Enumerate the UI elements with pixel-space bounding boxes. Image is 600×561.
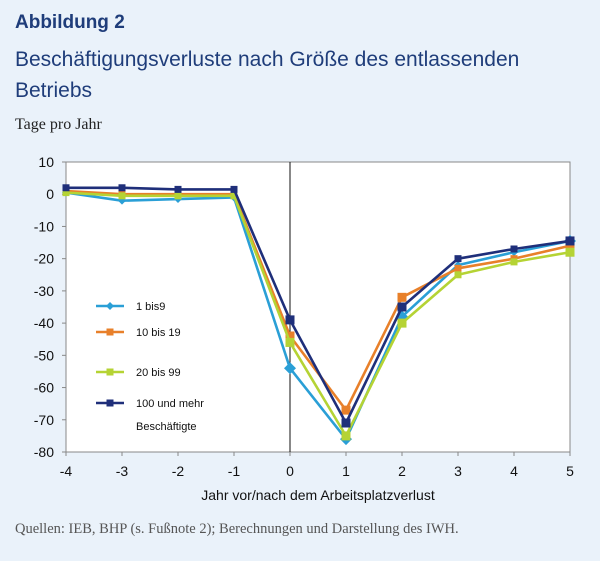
legend-label: 1 bis9 [136,301,165,313]
x-tick-label: 1 [342,463,350,479]
legend-label: 100 und mehr [136,398,204,410]
data-point [510,245,518,253]
legend-label: 20 bis 99 [136,367,181,379]
y-tick-label: 10 [38,154,54,170]
data-point [454,264,462,272]
legend-label: 10 bis 19 [136,327,181,339]
legend-item: 20 bis 99 [96,367,181,379]
data-point [230,185,238,193]
data-point [510,258,518,266]
data-point [118,184,126,192]
figure-label: Abbildung 2 [15,12,125,33]
y-tick-label: -80 [34,444,54,460]
legend-swatch-marker [106,302,114,310]
data-point [341,405,351,415]
data-point [284,362,296,375]
data-point [230,192,238,200]
x-tick-label: 5 [566,463,574,479]
data-point [285,337,295,347]
data-point [118,192,126,200]
y-tick-label: -50 [34,347,54,363]
series-line [65,191,571,441]
y-tick-label: -60 [34,380,54,396]
figure-subtitle: Tage pro Jahr [15,116,102,133]
line-chart: 100-10-20-30-40-50-60-70-80 -4 -3 -2 -1 0 1 2 3… [34,154,576,503]
data-point [397,318,407,328]
series-group [62,184,576,446]
chart: 10 0 -10 -20 -30 -40 -50 -60 -70 -80 -4 -3 -2 -1 0 1 2 3… [0,148,600,518]
x-tick-label: 4 [510,463,518,479]
series-3 [62,189,575,441]
y-tick-label: -30 [34,283,54,299]
legend-item: 10 bis 19 [96,327,181,339]
data-point [341,431,351,441]
legend-swatch-marker [106,328,114,336]
legend-swatch-marker [106,399,114,407]
series-4 [62,184,575,428]
data-point [285,315,295,325]
x-tick-label: 0 [286,463,294,479]
x-tick-label: 2 [398,463,406,479]
x-axis-title: Jahr vor/nach dem Arbeitsplatzverlust [201,487,435,503]
data-point [62,189,70,197]
series-line [66,186,571,425]
legend-item: 100 und mehr Beschäftigte [96,398,204,433]
x-tick-label: -4 [60,463,73,479]
data-point [174,192,182,200]
legend-label-line2: Beschäftigte [136,421,197,433]
x-tick-label: 3 [454,463,462,479]
y-tick-label: 0 [46,186,54,202]
data-point [285,331,295,341]
legend-item: 1 bis9 [96,301,165,313]
legend: 1 bis9 10 bis 19 20 bis 99 100 und mehr Besc… [96,301,204,433]
data-point [454,271,462,279]
x-axis: -4 -3 -2 -1 0 1 2 3 4 5 [60,452,574,479]
data-point [174,185,182,193]
y-tick-label: -10 [34,218,54,234]
x-tick-label: -1 [228,463,241,479]
data-point [565,241,575,251]
y-tick-label: -40 [34,315,54,331]
figure-title: Beschäftigungsverluste nach Größe des en… [15,48,520,102]
legend-swatch-marker [106,368,114,376]
y-axis: 10 0 -10 -20 -30 -40 -50 -60 -70 -80 [34,154,66,460]
y-tick-label: -70 [34,412,54,428]
data-point [454,255,462,263]
x-tick-label: -2 [172,463,185,479]
y-tick-label: -20 [34,251,54,267]
data-point [341,418,351,428]
data-point [397,302,407,312]
series-line [65,191,571,438]
data-point [62,184,70,192]
data-point [397,292,407,302]
data-point [565,236,575,246]
source-note: Quellen: IEB, BHP (s. Fußnote 2); Berech… [15,521,459,537]
x-tick-label: -3 [116,463,129,479]
data-point [565,247,575,257]
